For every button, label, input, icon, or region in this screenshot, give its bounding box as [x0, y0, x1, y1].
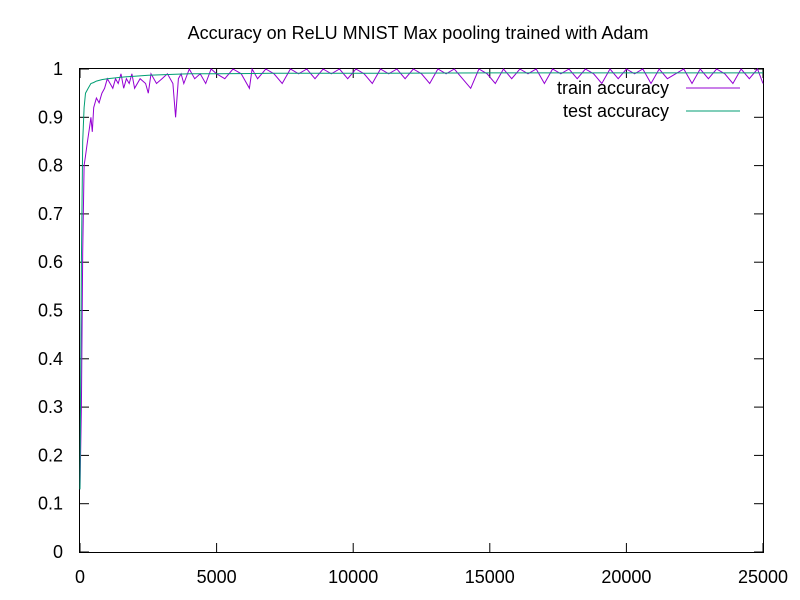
x-tick-label: 0	[75, 567, 85, 587]
y-tick-label: 1	[53, 59, 63, 79]
y-tick-label: 0.4	[38, 349, 63, 369]
y-tick-label: 0.5	[38, 301, 63, 321]
chart-title: Accuracy on ReLU MNIST Max pooling train…	[188, 23, 649, 43]
x-tick-label: 15000	[465, 567, 515, 587]
y-tick-label: 0.3	[38, 397, 63, 417]
x-tick-label: 5000	[197, 567, 237, 587]
legend-label-test-accuracy: test accuracy	[563, 101, 669, 121]
y-tick-label: 0	[53, 542, 63, 562]
y-tick-label: 0.7	[38, 204, 63, 224]
y-tick-label: 0.8	[38, 156, 63, 176]
test-accuracy-line	[79, 72, 763, 490]
series-layer	[79, 67, 764, 490]
train-accuracy-line	[79, 67, 764, 490]
y-axis: 0 0.1 0.2 0.3 0.4 0.5 0.6 0.7 0.8 0.9 1	[38, 59, 763, 562]
plot-frame	[79, 68, 764, 553]
x-tick-label: 20000	[601, 567, 651, 587]
y-tick-label: 0.9	[38, 107, 63, 127]
y-tick-label: 0.2	[38, 445, 63, 465]
legend: train accuracy test accuracy	[557, 78, 740, 121]
legend-label-train-accuracy: train accuracy	[557, 78, 669, 98]
x-tick-label: 25000	[738, 567, 788, 587]
y-tick-label: 0.1	[38, 494, 63, 514]
y-tick-label: 0.6	[38, 252, 63, 272]
x-axis: 0 5000 10000 15000 20000 25000	[75, 69, 788, 587]
x-tick-label: 10000	[328, 567, 378, 587]
